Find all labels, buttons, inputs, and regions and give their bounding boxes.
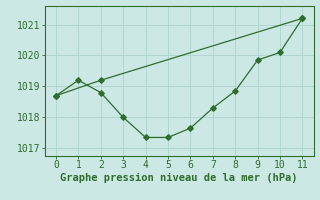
X-axis label: Graphe pression niveau de la mer (hPa): Graphe pression niveau de la mer (hPa): [60, 173, 298, 183]
